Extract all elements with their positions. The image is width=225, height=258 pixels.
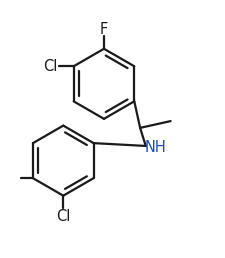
Text: F: F — [99, 22, 108, 37]
Text: Cl: Cl — [56, 208, 70, 223]
Text: Cl: Cl — [43, 59, 57, 74]
Text: NH: NH — [144, 140, 166, 155]
